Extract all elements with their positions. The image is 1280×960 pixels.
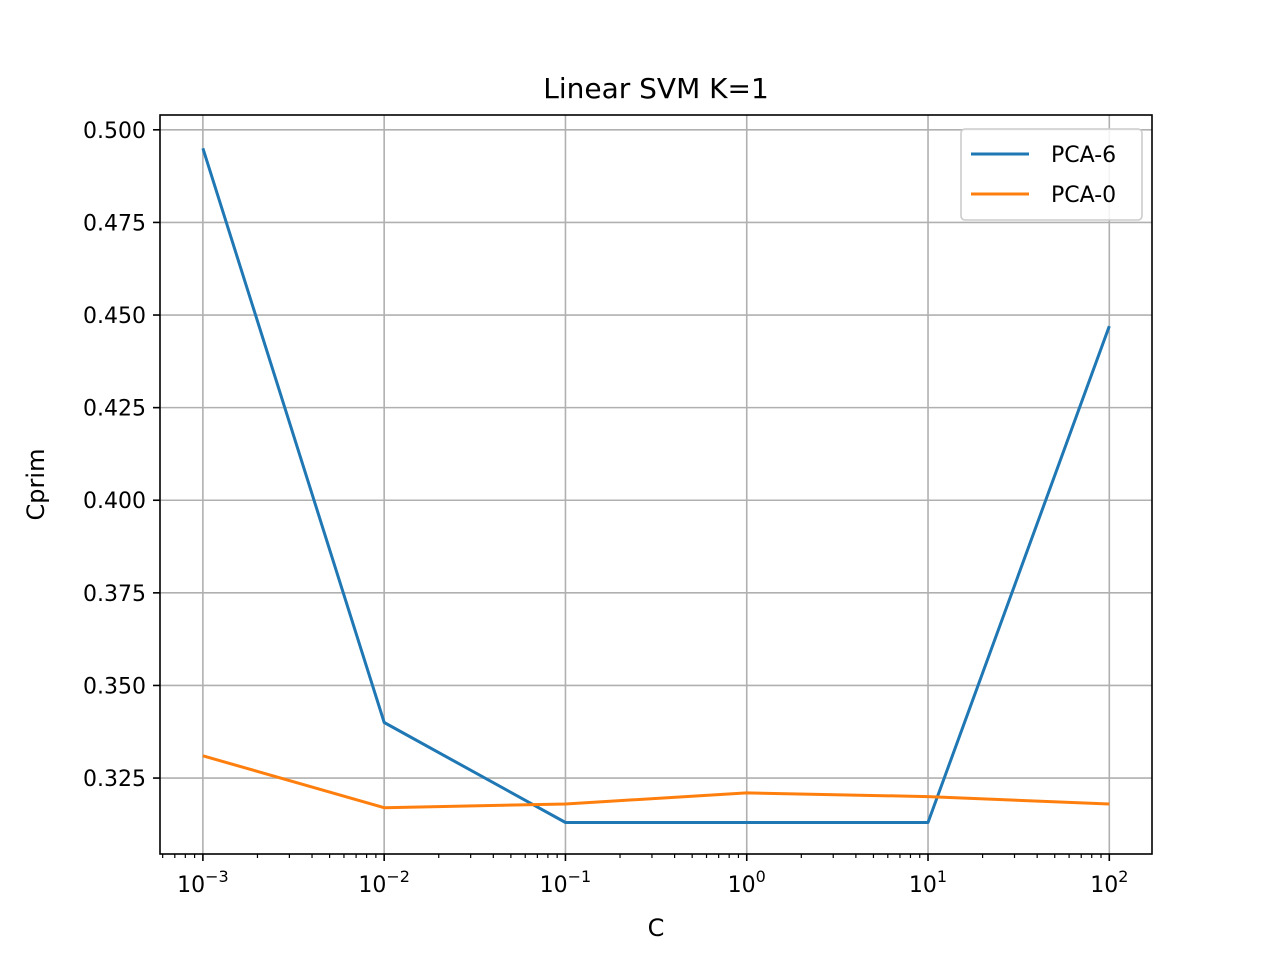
y-tick-label: 0.425 — [83, 397, 146, 422]
x-tick-label: 100 — [728, 867, 766, 898]
plot-area-frame — [159, 114, 1153, 855]
series-line-pca-0 — [202, 754, 1110, 810]
legend: PCA-6 PCA-0 — [960, 128, 1143, 221]
y-tick-label: 0.400 — [83, 489, 146, 514]
legend-box — [960, 128, 1143, 221]
x-axis-label: C — [648, 914, 665, 942]
series-line-pca-6 — [201, 147, 1111, 824]
y-tick-label: 0.450 — [83, 304, 146, 329]
y-tick-label: 0.375 — [83, 582, 146, 607]
grid — [160, 115, 1152, 854]
y-tick-label: 0.475 — [83, 211, 146, 236]
axis-ticks: 10−3 10−2 10−1 100 101 102 0.325 0.350 0.375 0.40… — [83, 119, 1128, 898]
y-tick-label: 0.500 — [83, 119, 146, 144]
x-tick-label: 10−3 — [177, 867, 229, 898]
y-tick-label: 0.325 — [83, 767, 146, 792]
series-lines — [201, 147, 1111, 824]
legend-label: PCA-0 — [1051, 183, 1116, 208]
y-axis-label: Cprim — [22, 449, 50, 521]
x-tick-label: 10−2 — [358, 867, 410, 898]
legend-label: PCA-6 — [1051, 143, 1116, 168]
x-tick-label: 10−1 — [540, 867, 592, 898]
chart-title: Linear SVM K=1 — [543, 72, 769, 105]
x-tick-label: 101 — [909, 867, 947, 898]
y-tick-label: 0.350 — [83, 674, 146, 699]
x-tick-label: 102 — [1090, 867, 1128, 898]
